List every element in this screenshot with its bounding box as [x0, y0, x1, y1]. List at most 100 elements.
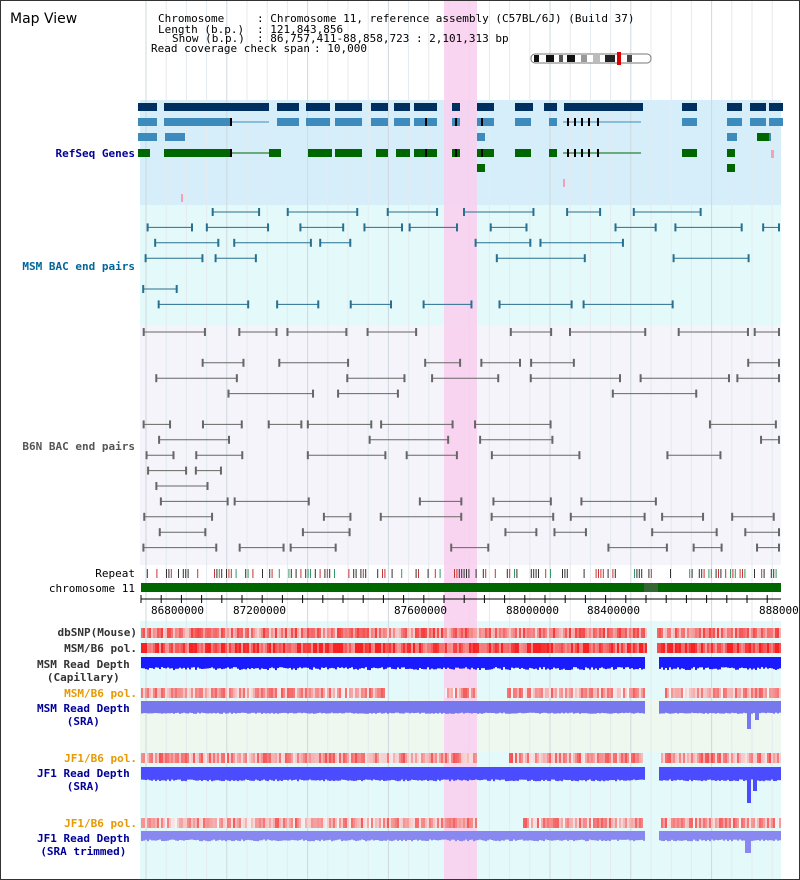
label-msm-depth-sra[interactable]: MSM Read Depth (SRA): [37, 702, 130, 728]
label-repeat[interactable]: Repeat: [95, 567, 135, 580]
b6n-bac-pairs-track[interactable]: [142, 328, 780, 552]
heatmap-cell: [309, 818, 311, 828]
label-msm-b6-pol-1[interactable]: MSM/B6 pol.: [64, 642, 137, 655]
depth-bar: [533, 701, 535, 713]
depth-bar: [185, 657, 187, 670]
heatmap-cell: [245, 753, 247, 763]
depth-bar: [315, 701, 317, 714]
label-b6n-bac-pairs[interactable]: B6N BAC end pairs: [22, 440, 135, 453]
heatmap-cell: [331, 753, 333, 763]
heatmap-cell: [163, 688, 165, 698]
depth-bar: [353, 657, 355, 670]
depth-bar: [279, 701, 281, 714]
depth-bar: [537, 701, 539, 714]
depth-bar: [193, 831, 195, 840]
heatmap-cell: [393, 753, 395, 763]
heatmap-cell: [763, 628, 765, 638]
depth-bar: [369, 701, 371, 714]
label-msm-b6-pol-2[interactable]: MSM/B6 pol.: [64, 687, 137, 700]
depth-bar: [359, 701, 361, 714]
heatmap-cell: [263, 628, 265, 638]
heatmap-cell: [595, 643, 597, 653]
bac-end: [144, 254, 147, 263]
heatmap-cell: [573, 818, 575, 828]
depth-bar: [667, 701, 669, 714]
heatmap-cell: [671, 753, 673, 763]
depth-bar: [165, 701, 167, 714]
polymorphism-heatmaps[interactable]: [141, 628, 781, 828]
heatmap-cell: [641, 818, 643, 828]
gene-exon: [306, 103, 330, 111]
depth-bar: [511, 767, 513, 781]
repeat-element: [468, 569, 470, 578]
depth-bar: [313, 767, 315, 781]
gene-exon: [549, 149, 557, 157]
heatmap-cell: [317, 818, 319, 828]
depth-bar: [705, 701, 707, 713]
depth-bar: [377, 701, 379, 713]
depth-bar: [603, 701, 605, 714]
bac-end: [247, 300, 250, 309]
heatmap-cell: [281, 628, 283, 638]
label-jf1-depth-sra[interactable]: JF1 Read Depth (SRA): [37, 767, 130, 793]
depth-bar: [593, 831, 595, 841]
heatmap-cell: [341, 643, 343, 653]
depth-bar: [201, 657, 203, 669]
heatmap-cell: [467, 818, 469, 828]
heatmap-cell: [493, 628, 495, 638]
depth-bar: [733, 657, 735, 669]
label-refseq-genes[interactable]: RefSeq Genes: [55, 147, 135, 160]
label-msm-bac-pairs[interactable]: MSM BAC end pairs: [22, 260, 135, 273]
repeat-element: [634, 569, 635, 578]
heatmap-cell: [565, 643, 567, 653]
refseq-genes-track[interactable]: [138, 103, 783, 202]
gene-exon-tick: [455, 149, 457, 157]
heatmap-cell: [303, 818, 305, 828]
heatmap-cell: [511, 753, 513, 763]
depth-bar: [439, 767, 441, 781]
label-msm-depth-capillary[interactable]: MSM Read Depth (Capillary): [37, 658, 130, 684]
heatmap-cell: [503, 628, 505, 638]
heatmap-cell: [739, 818, 741, 828]
depth-bar: [531, 657, 533, 669]
heatmap-cell: [695, 753, 697, 763]
depth-bar: [233, 831, 235, 841]
heatmap-cell: [183, 818, 185, 828]
heatmap-cell: [595, 628, 597, 638]
heatmap-cell: [223, 753, 225, 763]
depth-bar: [565, 767, 567, 780]
label-dbsnp[interactable]: dbSNP(Mouse): [57, 626, 137, 639]
heatmap-cell: [409, 643, 411, 653]
heatmap-cell: [665, 643, 667, 653]
depth-bar: [621, 701, 623, 713]
heatmap-cell: [147, 628, 149, 638]
heatmap-cell: [205, 753, 207, 763]
repeat-element: [535, 569, 537, 578]
heatmap-cell: [735, 628, 737, 638]
heatmap-cell: [255, 688, 257, 698]
bac-end: [319, 238, 322, 247]
repeat-track[interactable]: [146, 569, 777, 578]
depth-bar: [269, 701, 271, 714]
label-jf1-pol-2[interactable]: JF1/B6 pol.: [64, 817, 137, 830]
label-jf1-pol-1[interactable]: JF1/B6 pol.: [64, 752, 137, 765]
depth-bar: [587, 767, 589, 781]
label-jf1-depth-trimmed[interactable]: JF1 Read Depth (SRA trimmed): [37, 832, 130, 858]
heatmap-cell: [639, 753, 641, 763]
heatmap-cell: [437, 643, 439, 653]
depth-bar: [451, 701, 453, 714]
read-depth-tracks[interactable]: [141, 657, 781, 853]
heatmap-cell: [583, 628, 585, 638]
depth-bar: [557, 701, 559, 714]
depth-bar: [459, 657, 461, 669]
heatmap-cell: [145, 688, 147, 698]
gene-exon: [477, 164, 485, 172]
depth-bar: [331, 657, 333, 668]
bac-end: [569, 328, 572, 336]
heatmap-cell: [707, 753, 709, 763]
heatmap-cell: [221, 818, 223, 828]
msm-bac-pairs-track[interactable]: [142, 208, 780, 309]
bac-end: [286, 208, 289, 216]
heatmap-cell: [279, 688, 281, 698]
heatmap-cell: [697, 643, 699, 653]
